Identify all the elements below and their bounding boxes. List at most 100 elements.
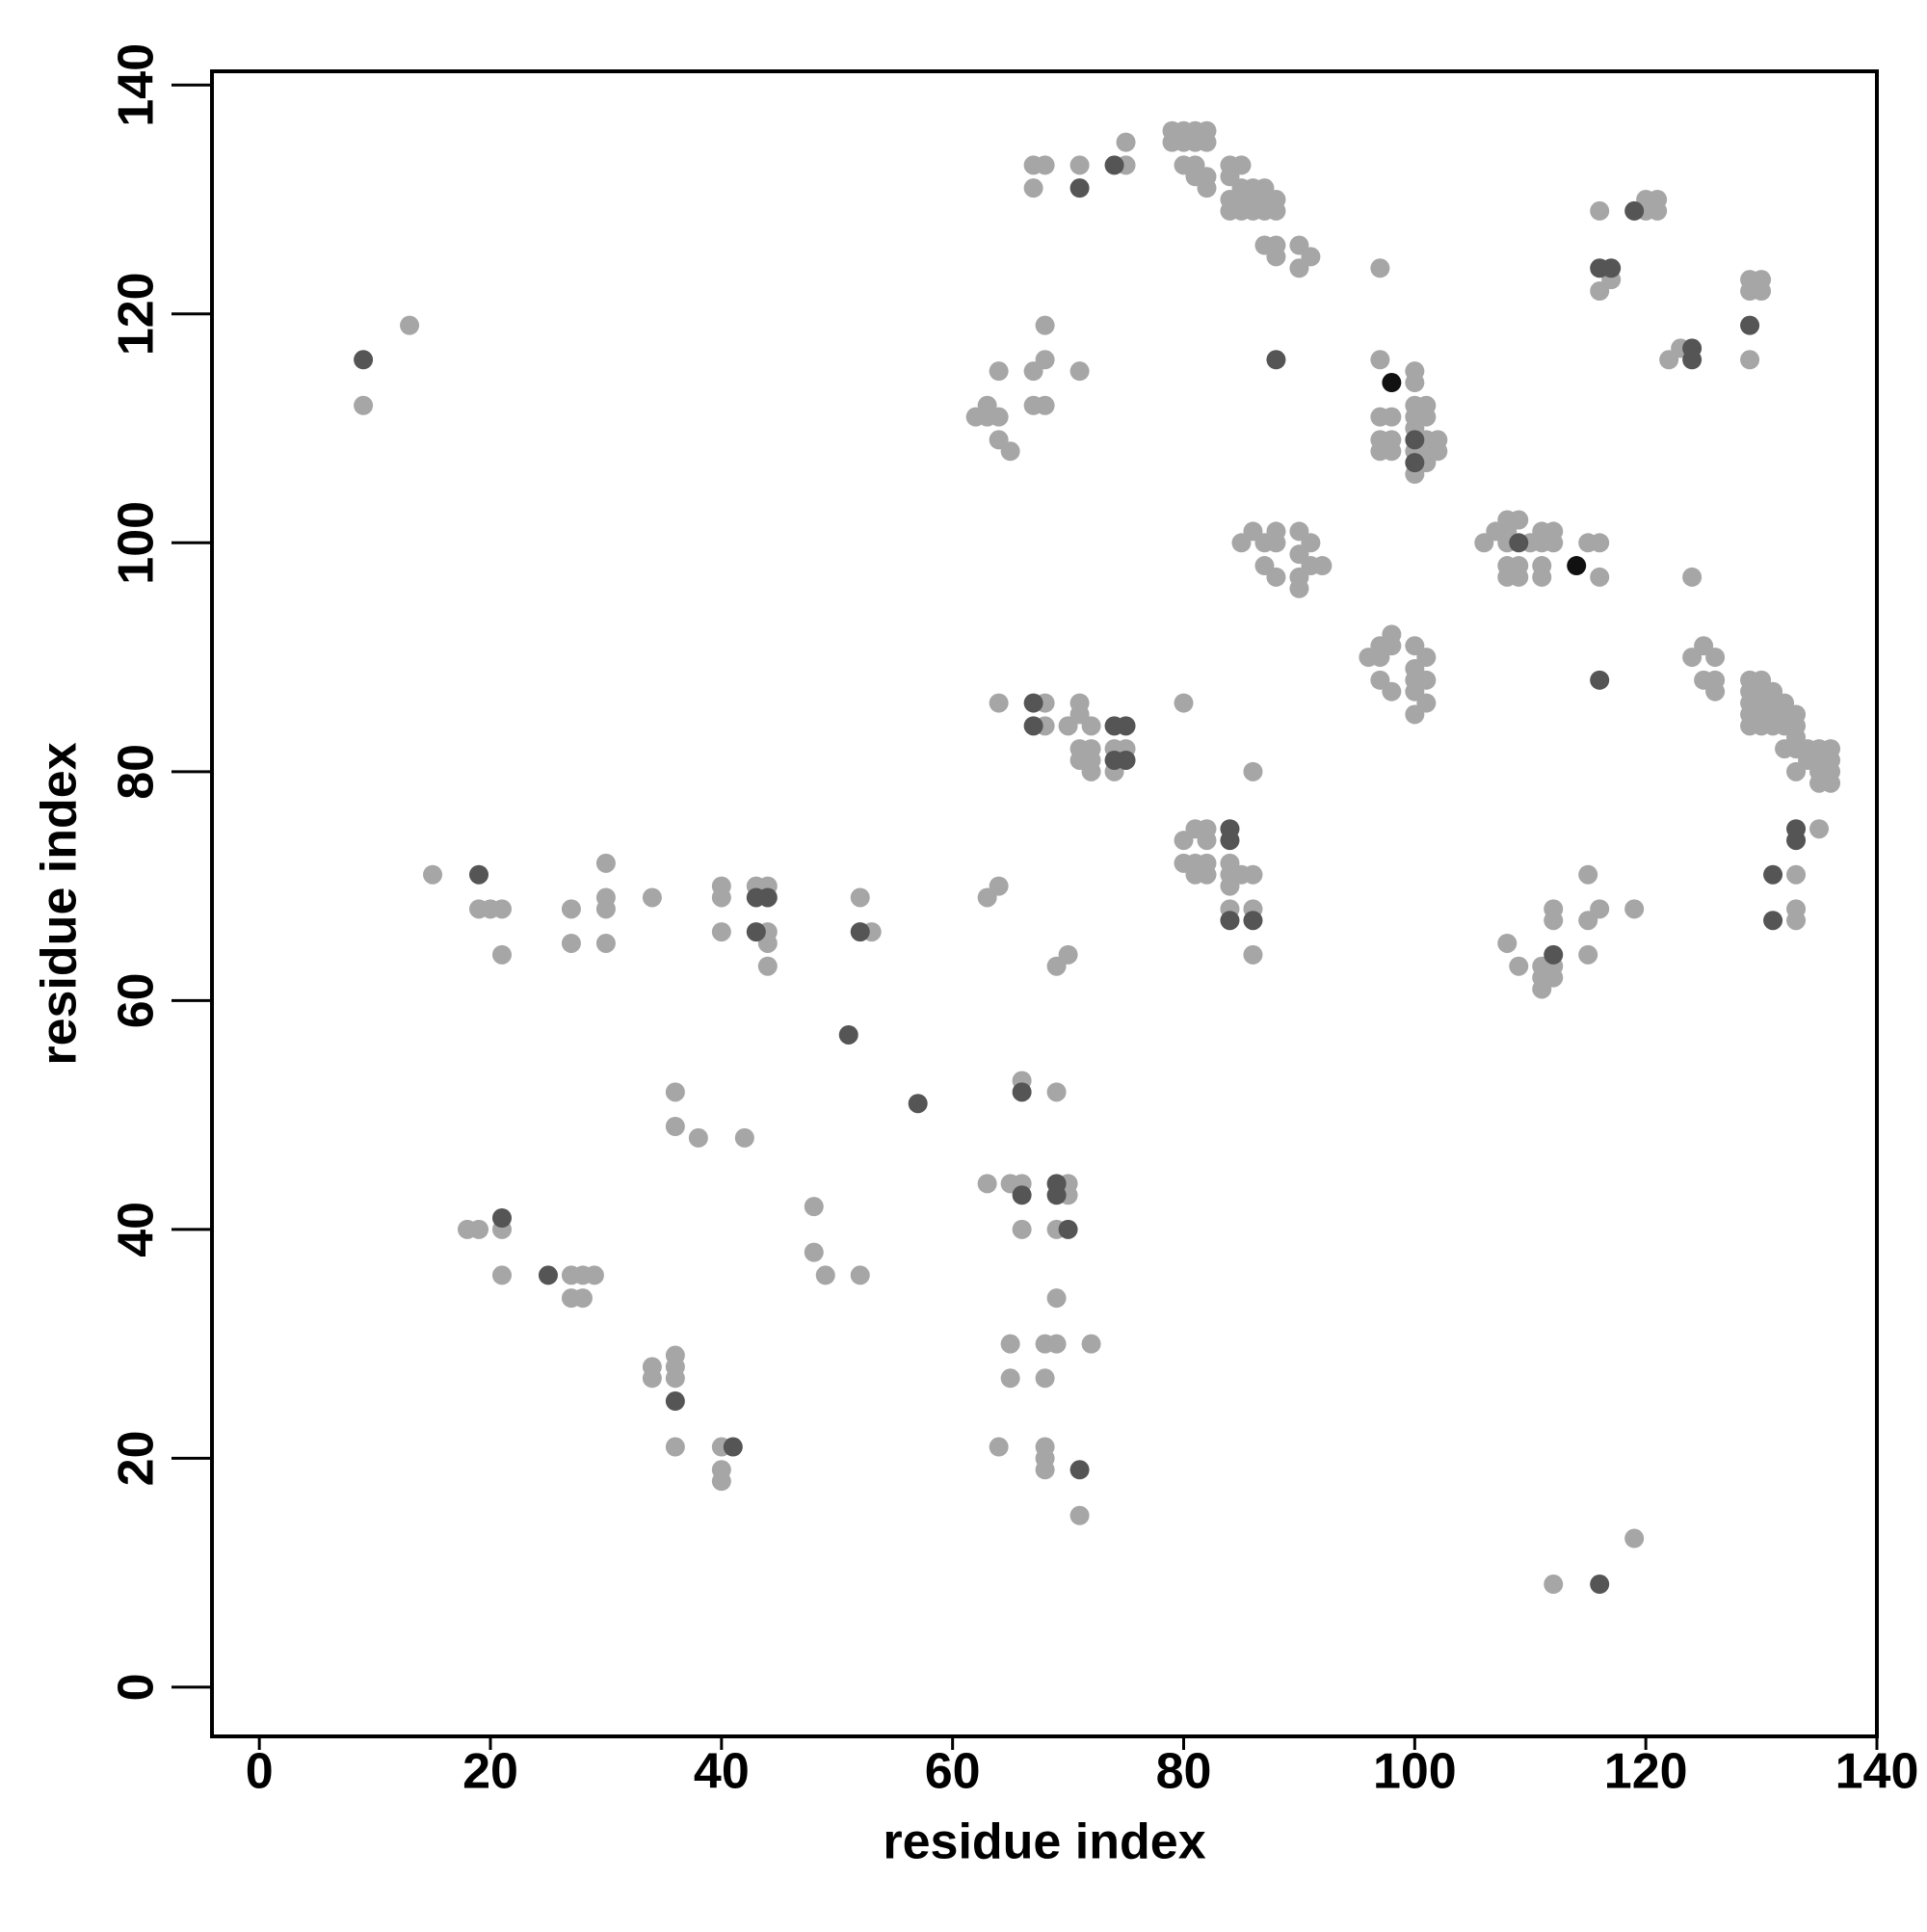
- point: [491, 1208, 512, 1229]
- point: [757, 956, 778, 976]
- y-tick-label: 20: [109, 1430, 165, 1486]
- point: [1544, 533, 1564, 553]
- point: [1705, 648, 1726, 668]
- point: [1046, 1334, 1067, 1354]
- x-tick-label: 100: [1373, 1744, 1457, 1800]
- point: [989, 693, 1009, 713]
- y-tick-label: 140: [109, 43, 165, 127]
- x-tick-label: 120: [1604, 1744, 1688, 1800]
- point: [1382, 441, 1402, 462]
- point: [734, 1127, 754, 1148]
- point: [1740, 350, 1760, 370]
- point: [1197, 831, 1217, 851]
- point: [1058, 944, 1078, 965]
- point: [491, 899, 512, 919]
- point: [1624, 899, 1645, 919]
- point: [1046, 1185, 1067, 1205]
- x-tick-label: 140: [1835, 1744, 1919, 1800]
- point: [400, 315, 420, 335]
- point: [1509, 533, 1529, 553]
- point: [1786, 911, 1807, 931]
- point: [595, 933, 616, 953]
- point: [584, 1265, 604, 1285]
- point: [561, 933, 581, 953]
- y-tick-label: 60: [109, 972, 165, 1028]
- x-tick-label: 0: [246, 1744, 274, 1800]
- point: [1243, 761, 1263, 781]
- point: [1382, 407, 1402, 427]
- point: [1590, 1575, 1610, 1595]
- y-tick-label: 40: [109, 1202, 165, 1257]
- point: [1740, 315, 1760, 335]
- point: [595, 853, 616, 873]
- point: [1266, 567, 1286, 587]
- point: [665, 1082, 685, 1102]
- point: [1370, 258, 1390, 278]
- point: [1405, 430, 1425, 450]
- point: [491, 1265, 512, 1285]
- point: [804, 1197, 824, 1217]
- point: [989, 1437, 1009, 1457]
- point: [1416, 648, 1437, 668]
- point: [1000, 1368, 1020, 1389]
- point: [1544, 1575, 1564, 1595]
- point: [1174, 693, 1194, 713]
- point: [665, 1368, 685, 1389]
- point: [989, 876, 1009, 896]
- point: [1069, 1505, 1090, 1525]
- point: [1578, 944, 1598, 965]
- point: [1532, 567, 1552, 587]
- y-tick-label: 80: [109, 744, 165, 800]
- plot-frame: [210, 69, 1879, 1738]
- point: [354, 350, 374, 370]
- point: [1682, 567, 1703, 587]
- point: [1069, 155, 1090, 175]
- x-tick-label: 40: [694, 1744, 750, 1800]
- point: [572, 1288, 593, 1309]
- point: [850, 887, 870, 908]
- point: [688, 1127, 708, 1148]
- point: [1624, 1528, 1645, 1548]
- y-tick-label: 100: [109, 501, 165, 585]
- point: [1046, 1082, 1067, 1102]
- point: [1382, 636, 1402, 656]
- point: [642, 887, 662, 908]
- point: [1023, 178, 1043, 198]
- point: [1312, 556, 1333, 576]
- point: [665, 1391, 685, 1412]
- point: [1590, 200, 1610, 221]
- point: [1023, 716, 1043, 736]
- point: [1705, 681, 1726, 701]
- point: [538, 1265, 558, 1285]
- point: [1243, 864, 1263, 885]
- point: [1012, 1082, 1032, 1102]
- x-tick-label: 80: [1156, 1744, 1212, 1800]
- point: [850, 922, 870, 942]
- x-tick-label: 60: [925, 1744, 981, 1800]
- point: [1220, 911, 1240, 931]
- point: [469, 864, 489, 885]
- point: [1266, 247, 1286, 267]
- point: [1752, 281, 1772, 302]
- x-axis-title: residue index: [883, 1814, 1205, 1870]
- point: [1035, 155, 1055, 175]
- point: [423, 864, 443, 885]
- point: [1012, 1219, 1032, 1239]
- point: [989, 361, 1009, 382]
- point: [1590, 533, 1610, 553]
- point: [1786, 831, 1807, 851]
- point: [1590, 899, 1610, 919]
- point: [1116, 132, 1136, 152]
- point: [1370, 350, 1390, 370]
- point: [1197, 178, 1217, 198]
- point: [1266, 350, 1286, 370]
- point: [1220, 831, 1240, 851]
- point: [1104, 750, 1124, 770]
- point: [1012, 1185, 1032, 1205]
- point: [561, 899, 581, 919]
- point: [1786, 761, 1807, 781]
- point: [723, 1437, 743, 1457]
- point: [1301, 533, 1321, 553]
- point: [1763, 864, 1783, 885]
